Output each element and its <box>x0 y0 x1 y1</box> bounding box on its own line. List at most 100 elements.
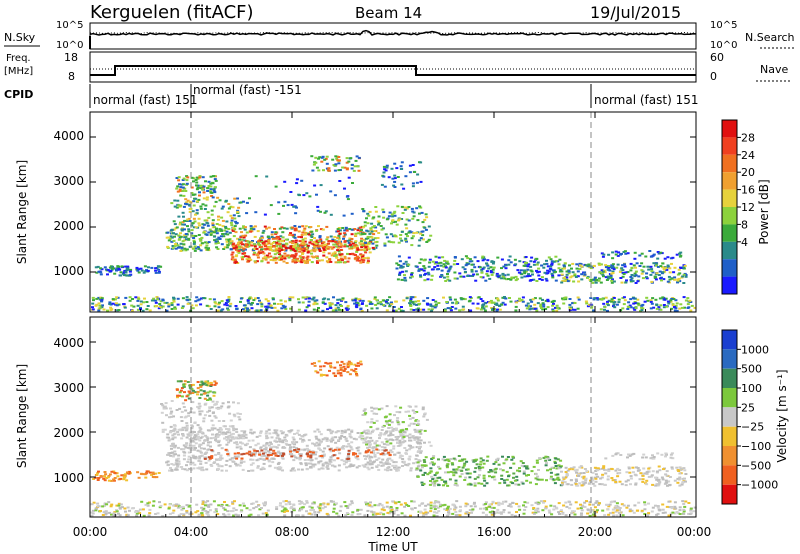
nave-bottom-tick: 0 <box>710 70 717 83</box>
power-cell <box>428 261 432 264</box>
power-cell <box>192 247 196 250</box>
power-cell <box>263 225 267 228</box>
velocity-cell <box>387 434 391 437</box>
velocity-cell <box>169 467 172 469</box>
power-cell <box>183 219 187 222</box>
power-cell <box>207 247 210 250</box>
velocity-cell <box>123 507 127 510</box>
power-cell <box>176 199 180 202</box>
velocity-cell <box>269 454 273 456</box>
nsky-line <box>89 29 697 36</box>
power-cell <box>629 269 633 272</box>
power-cell <box>293 227 297 230</box>
power-cell <box>246 240 250 243</box>
velocity-cell <box>166 464 170 467</box>
velocity-cell <box>484 506 488 509</box>
velocity-cell <box>304 462 308 465</box>
velocity-cell <box>446 505 450 508</box>
power-cell <box>177 246 180 249</box>
power-cell <box>382 171 386 174</box>
power-cell <box>369 229 373 232</box>
power-cell <box>490 273 494 276</box>
velocity-cell <box>233 441 237 444</box>
power-cell <box>307 300 311 303</box>
velocity-cell <box>536 507 540 510</box>
power-axis-ticks <box>89 112 697 312</box>
power-cell <box>264 305 268 308</box>
power-cell <box>318 250 322 252</box>
power-cell <box>453 256 457 258</box>
power-cell <box>254 261 258 264</box>
power-cell <box>211 219 215 222</box>
power-cell <box>95 297 99 300</box>
power-cell <box>662 304 666 306</box>
power-cell <box>390 213 394 216</box>
velocity-cell <box>339 368 343 371</box>
power-cell <box>322 247 326 250</box>
power-cell <box>249 303 253 306</box>
power-cell <box>504 297 508 300</box>
power-cell <box>228 231 232 234</box>
power-cell <box>412 215 416 218</box>
velocity-cell <box>283 514 287 517</box>
power-cell <box>139 300 143 303</box>
velocity-cell <box>174 468 178 471</box>
power-cell <box>154 301 158 304</box>
power-cell <box>256 297 260 299</box>
velocity-cell <box>178 391 182 394</box>
velocity-cell <box>110 513 113 516</box>
power-cell <box>154 269 158 272</box>
power-cell <box>684 299 688 302</box>
power-cell <box>233 197 237 200</box>
power-cell <box>555 309 559 312</box>
velocity-cell <box>177 428 181 431</box>
velocity-cell <box>143 473 147 476</box>
velocity-cell <box>643 508 647 511</box>
velocity-cell <box>547 509 551 512</box>
power-cell <box>633 301 637 303</box>
power-cell <box>113 298 117 301</box>
power-cell <box>418 261 422 264</box>
power-cell <box>134 296 138 299</box>
velocity-cell <box>273 452 277 455</box>
velocity-cell <box>317 360 321 363</box>
power-cell <box>216 309 220 312</box>
power-cell <box>182 215 185 218</box>
power-cell <box>549 258 553 261</box>
power-cell <box>481 276 485 279</box>
power-cell <box>186 299 190 302</box>
power-cell <box>271 237 275 240</box>
velocity-cell <box>169 412 173 415</box>
velocity-cell <box>350 441 354 444</box>
power-cell <box>656 257 660 260</box>
power-cell <box>446 278 450 281</box>
velocity-cell <box>328 458 332 461</box>
velocity-cell <box>165 414 168 417</box>
power-cell <box>404 239 408 242</box>
colorbar-swatch <box>722 120 737 138</box>
power-cell <box>276 240 280 243</box>
power-cell <box>342 214 346 217</box>
power-cell <box>641 303 645 306</box>
power-cell <box>97 302 101 305</box>
power-cell <box>459 297 463 300</box>
velocity-cell <box>317 438 321 441</box>
velocity-cell <box>231 502 235 505</box>
velocity-cell <box>614 510 618 513</box>
power-cell <box>323 158 327 161</box>
velocity-cell <box>392 447 396 450</box>
velocity-cell <box>306 453 310 456</box>
power-cell <box>186 302 190 305</box>
velocity-cell <box>558 513 561 515</box>
power-cell <box>193 245 197 248</box>
power-cell <box>395 167 399 170</box>
velocity-cell <box>219 428 223 431</box>
power-cell <box>674 304 678 307</box>
power-cell <box>382 304 386 307</box>
power-cell <box>375 240 379 243</box>
power-cell <box>369 239 373 242</box>
velocity-cell <box>177 505 181 508</box>
velocity-cell <box>202 447 206 450</box>
power-cell <box>316 245 320 248</box>
velocity-cell <box>552 508 556 511</box>
